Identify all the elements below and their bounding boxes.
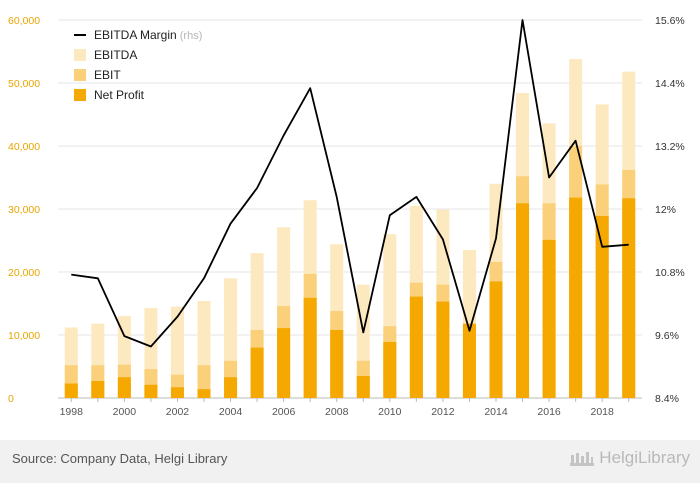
net-profit-bar xyxy=(224,377,238,398)
y-left-tick-label: 40,000 xyxy=(8,141,40,153)
net-profit-bar xyxy=(409,296,423,398)
x-tick-label: 2006 xyxy=(272,406,296,418)
brand-name: HelgiLibrary xyxy=(599,448,690,467)
x-tick-label: 1998 xyxy=(60,406,84,418)
net-profit-bar xyxy=(330,329,344,398)
y-right-tick-label: 9.6% xyxy=(655,330,679,342)
y-left-tick-label: 10,000 xyxy=(8,330,40,342)
library-icon xyxy=(570,452,595,466)
net-profit-bar xyxy=(91,380,105,398)
x-tick-label: 2010 xyxy=(378,406,402,418)
legend-label: EBIT xyxy=(94,68,121,82)
net-profit-bar xyxy=(64,383,78,398)
y-right-tick-label: 15.6% xyxy=(655,15,685,27)
net-profit-bar xyxy=(569,197,583,398)
legend-label: EBITDA Margin (rhs) xyxy=(94,28,202,42)
ebitda-margin-line xyxy=(71,19,629,348)
net-profit-bar xyxy=(542,239,556,398)
y-left-tick-label: 0 xyxy=(8,393,14,405)
y-right-tick-label: 13.2% xyxy=(655,141,685,153)
net-profit-bar xyxy=(462,323,476,398)
legend-label: Net Profit xyxy=(94,88,145,102)
x-tick-label: 2000 xyxy=(113,406,137,418)
net-profit-bar xyxy=(356,375,370,398)
y-left-tick-label: 50,000 xyxy=(8,78,40,90)
source-note: Source: Company Data, Helgi Library xyxy=(12,451,228,466)
net-profit-bar xyxy=(595,215,609,398)
net-profit-bar xyxy=(516,203,530,398)
net-profit-bar xyxy=(303,297,317,398)
x-tick-label: 2014 xyxy=(484,406,508,418)
net-profit-bar xyxy=(277,328,291,398)
net-profit-bar xyxy=(383,341,397,398)
net-profit-bar xyxy=(144,384,158,398)
legend-box-swatch xyxy=(74,69,86,81)
y-left-tick-label: 30,000 xyxy=(8,204,40,216)
legend-box-swatch xyxy=(74,89,86,101)
y-right-tick-label: 10.8% xyxy=(655,267,685,279)
net-profit-bar xyxy=(436,301,450,398)
y-right-tick-label: 14.4% xyxy=(655,78,685,90)
legend-label: EBITDA xyxy=(94,48,137,62)
y-left-tick-label: 60,000 xyxy=(8,15,40,27)
chart-svg: 0 8.4% 10,000 9.6% 20,000 10.8% 30,000 12% 40,00… xyxy=(8,15,685,418)
x-tick-label: 2012 xyxy=(431,406,455,418)
y-left-tick-label: 20,000 xyxy=(8,267,40,279)
x-tick-label: 2002 xyxy=(166,406,190,418)
net-profit-bar xyxy=(197,389,211,398)
y-right-tick-label: 8.4% xyxy=(655,393,679,405)
legend-label-suffix: (rhs) xyxy=(177,30,203,42)
x-tick-label: 2016 xyxy=(537,406,561,418)
net-profit-bar xyxy=(170,387,184,398)
net-profit-bar xyxy=(117,377,131,398)
net-profit-bar xyxy=(250,347,264,398)
y-right-tick-label: 12% xyxy=(655,204,676,216)
x-tick-label: 2008 xyxy=(325,406,349,418)
x-tick-label: 2004 xyxy=(219,406,243,418)
net-profit-bar xyxy=(622,198,636,398)
legend-box-swatch xyxy=(74,49,86,61)
x-tick-label: 2018 xyxy=(591,406,615,418)
brand-logo: HelgiLibrary xyxy=(569,448,690,468)
net-profit-bar xyxy=(489,281,503,398)
